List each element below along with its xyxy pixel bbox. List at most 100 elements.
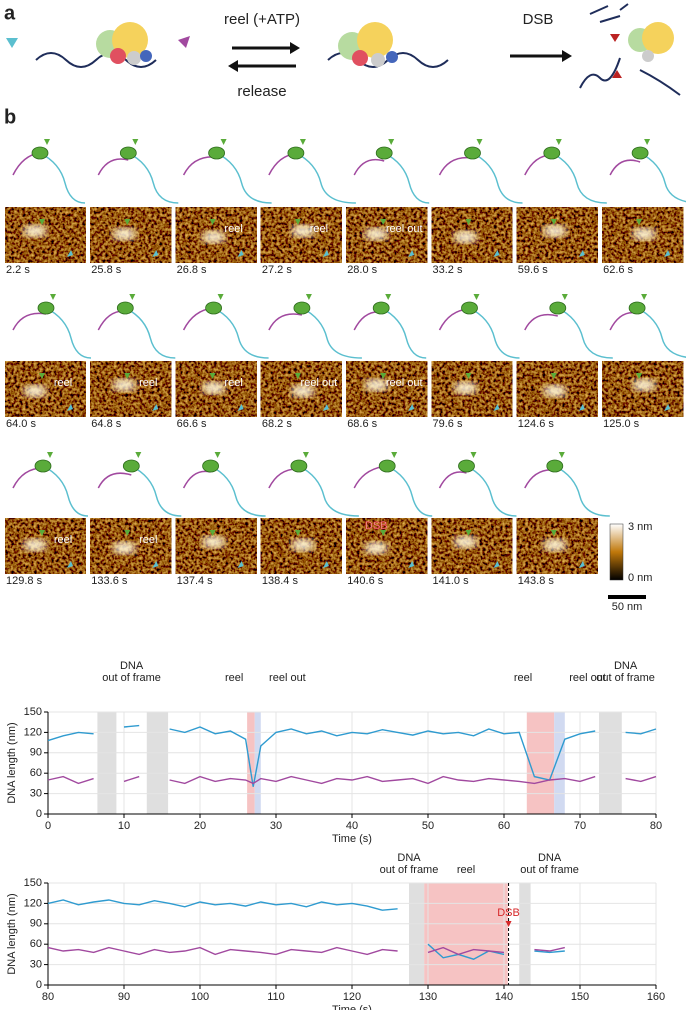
arrowhead (465, 530, 472, 536)
protein-cartoon (464, 146, 481, 160)
protein-cartoon (293, 301, 311, 315)
arrowhead (237, 250, 244, 257)
arrowhead (39, 530, 45, 536)
afm-blob (632, 379, 657, 391)
afm-blob (23, 539, 47, 551)
data-line (47, 724, 657, 787)
shaded-region (519, 883, 531, 985)
protein-cartoon (375, 146, 393, 160)
x-tick-label: 80 (650, 820, 662, 832)
arrowhead (408, 250, 415, 257)
annotation: reel (457, 864, 475, 876)
line-chart: 0 30 60 90 120 150 0 10 20 30 40 50 60 70 80 Time (s) DN… (6, 660, 662, 845)
x-tick-label: 90 (118, 991, 130, 1003)
dna-cartoon (469, 307, 520, 359)
annotation: reel out (269, 672, 306, 684)
arrowhead (124, 530, 131, 536)
arrowhead (561, 294, 568, 300)
afm-image (346, 361, 428, 417)
dna-cartoon (557, 307, 613, 359)
protein-cartoon (116, 301, 134, 315)
dna-cartoon (124, 307, 176, 359)
protein-cartoon (458, 459, 475, 473)
dna-cartoon (97, 158, 129, 176)
frame-note: reel (139, 534, 157, 546)
frame-time: 25.8 s (91, 264, 121, 276)
x-tick-label: 110 (267, 991, 285, 1003)
afm-blob (290, 225, 315, 237)
x-tick-label: 20 (194, 820, 206, 832)
arrowhead (237, 404, 244, 411)
x-tick-label: 0 (45, 820, 51, 832)
y-axis-label: DNA length (nm) (6, 722, 18, 803)
arrowhead (493, 250, 500, 257)
frame-note: reel (310, 223, 328, 235)
protein-cartoon (628, 301, 646, 315)
y-tick-label: 90 (30, 747, 42, 759)
afm-blob (112, 379, 137, 391)
data-line (47, 775, 657, 785)
protein-cartoon (372, 301, 390, 315)
protein-cartoon (205, 301, 223, 315)
shaded-region (424, 883, 508, 985)
schematic (6, 3, 681, 96)
dna-cartoon (609, 159, 641, 176)
afm-blob (112, 228, 137, 240)
dna-cartoon (210, 465, 266, 517)
arrowhead (550, 219, 557, 225)
arrowhead (152, 404, 159, 411)
arrowhead (124, 219, 131, 225)
frame-time: 124.6 s (518, 418, 555, 430)
arrowhead (209, 373, 216, 379)
shaded-region (554, 712, 565, 814)
arrowhead (644, 139, 651, 145)
frame-time: 33.2 s (433, 264, 463, 276)
arrowhead (380, 373, 387, 379)
protein-cartoon (290, 459, 308, 473)
protein-cartoon (287, 146, 305, 160)
dna-cartoon (472, 152, 523, 204)
protein-cartoon (543, 146, 561, 160)
frame-note: reel (224, 223, 242, 235)
x-tick-label: 160 (647, 991, 665, 1003)
event-arrow (505, 921, 512, 927)
afm-blob (23, 225, 47, 237)
arrowhead (67, 561, 73, 568)
afm-blob (364, 542, 389, 554)
frame-time: 64.0 s (6, 418, 36, 430)
frame-time: 129.8 s (6, 575, 43, 587)
arrowhead (152, 250, 159, 257)
protein-cartoon (378, 459, 396, 473)
frame-time: 26.8 s (177, 264, 207, 276)
frame-time: 68.6 s (347, 418, 377, 430)
arrowhead (39, 373, 45, 379)
arrowhead (380, 530, 387, 536)
y-axis-label: DNA length (nm) (6, 893, 18, 974)
shaded-region (526, 712, 555, 814)
frame-time: 137.4 s (177, 575, 214, 587)
arrowhead (322, 250, 329, 257)
y-tick-label: 90 (30, 918, 42, 930)
dna-cartoon (268, 468, 299, 489)
afm-blob (23, 385, 47, 397)
frame-note: reel out (386, 377, 423, 389)
arrowhead (473, 294, 480, 300)
annotation: DNA (120, 660, 144, 672)
protein-cartoon (119, 146, 137, 160)
frame-note: reel (224, 377, 242, 389)
arrowhead (132, 139, 139, 145)
arrowhead (555, 139, 562, 145)
y-tick-label: 30 (30, 788, 42, 800)
dna-cartoon (353, 311, 382, 331)
dna-cartoon (42, 465, 89, 517)
annotation: reel (225, 672, 243, 684)
arrowhead (578, 561, 585, 568)
arrowhead (470, 452, 477, 458)
annotation: reel (514, 672, 532, 684)
arrowhead (391, 452, 398, 458)
dna-cartoon (524, 313, 558, 331)
frame-time: 28.0 s (347, 264, 377, 276)
frame-note: reel (139, 377, 157, 389)
arrowhead (550, 530, 557, 536)
